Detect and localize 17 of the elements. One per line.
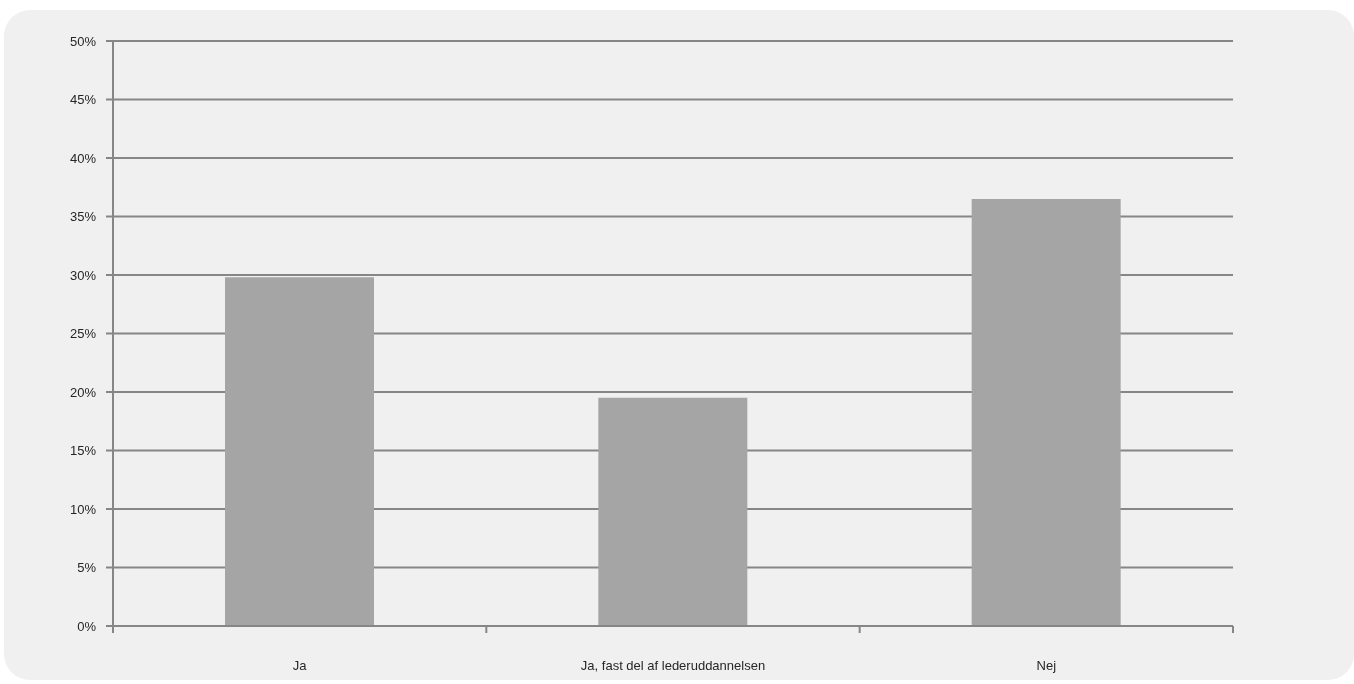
y-tick-label: 0% [77, 618, 97, 634]
x-tick-label: Nej [1036, 657, 1057, 673]
bar [225, 277, 374, 626]
bar [598, 397, 748, 626]
x-tick-label: Ja [292, 657, 308, 673]
y-tick-label: 40% [69, 150, 97, 166]
y-tick-label: 10% [69, 501, 97, 517]
y-tick-label: 25% [69, 326, 97, 342]
y-tick-label: 50% [69, 33, 97, 49]
y-tick-label: 15% [69, 443, 97, 459]
x-tick-label: Ja, fast del af lederuddannelsen [580, 657, 766, 673]
bar [971, 198, 1121, 626]
y-tick-label: 20% [69, 384, 97, 400]
y-tick-label: 45% [69, 92, 97, 108]
y-tick-label: 30% [69, 267, 97, 283]
y-tick-label: 5% [77, 560, 97, 576]
y-tick-label: 35% [69, 209, 97, 225]
